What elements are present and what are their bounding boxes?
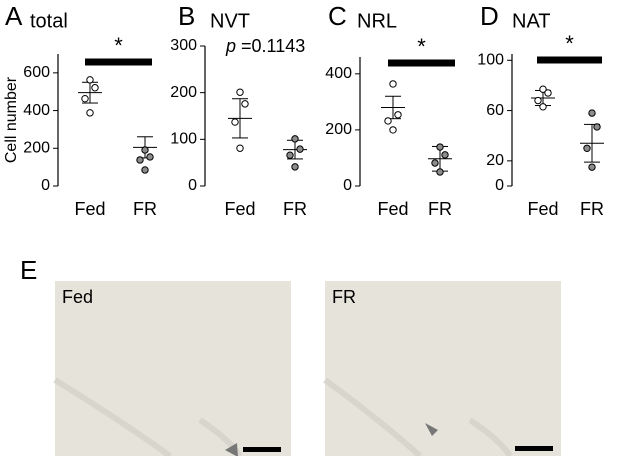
tissue-texture xyxy=(323,377,513,456)
data-point xyxy=(296,145,304,153)
x-tick-label: FR xyxy=(133,199,157,219)
data-point xyxy=(146,153,154,161)
micrograph xyxy=(55,281,291,456)
image-label: FR xyxy=(332,287,356,307)
y-tick-label: 200 xyxy=(170,84,197,101)
x-tick-label: FR xyxy=(580,199,604,219)
x-tick-label: Fed xyxy=(224,199,255,219)
data-point xyxy=(436,143,444,151)
y-tick-label: 0 xyxy=(41,177,50,194)
data-point xyxy=(593,123,601,131)
data-point xyxy=(291,135,299,143)
panel-label: C xyxy=(328,1,347,31)
data-point xyxy=(136,156,144,164)
image-label: Fed xyxy=(62,287,93,307)
data-point xyxy=(539,85,547,93)
y-tick-label: 400 xyxy=(325,65,352,82)
data-point xyxy=(141,166,149,174)
y-tick-label: 200 xyxy=(325,121,352,138)
significance-mark: * xyxy=(565,31,574,56)
data-point xyxy=(291,163,299,171)
data-point xyxy=(384,117,392,125)
data-point xyxy=(431,159,439,167)
data-point xyxy=(588,109,596,117)
panel-label: B xyxy=(178,1,195,31)
y-tick-label: 0 xyxy=(188,177,197,194)
scale-bar xyxy=(243,447,281,452)
x-tick-label: FR xyxy=(428,199,452,219)
data-point xyxy=(539,103,547,111)
p-value-text: =0.1143 xyxy=(236,36,305,56)
data-point xyxy=(441,151,449,159)
data-point xyxy=(81,94,89,103)
y-tick-label: 60 xyxy=(486,102,504,119)
data-point xyxy=(236,88,244,96)
significance-mark: * xyxy=(417,34,426,59)
data-point xyxy=(583,144,591,152)
y-tick-label: 400 xyxy=(23,102,50,119)
data-point xyxy=(141,146,149,154)
y-tick-label: 100 xyxy=(477,52,504,69)
x-tick-label: Fed xyxy=(527,199,558,219)
data-point xyxy=(389,126,397,134)
tissue-texture xyxy=(53,377,243,456)
x-tick-label: Fed xyxy=(377,199,408,219)
p-symbol: p xyxy=(225,36,236,56)
chart-title: NVT xyxy=(210,10,250,32)
data-point xyxy=(231,118,239,126)
panel-label: D xyxy=(480,1,499,31)
y-tick-label: 200 xyxy=(23,140,50,157)
chart-title: NRL xyxy=(357,10,397,32)
scale-bar xyxy=(515,446,553,451)
data-point xyxy=(236,144,244,152)
data-point xyxy=(389,80,397,88)
panel-label: A xyxy=(5,1,23,31)
y-tick-label: 300 xyxy=(170,37,197,54)
y-tick-label: 0 xyxy=(343,177,352,194)
y-tick-label: 100 xyxy=(170,131,197,148)
arrowhead xyxy=(225,443,238,456)
data-point xyxy=(544,89,552,97)
data-point xyxy=(436,168,444,176)
data-point xyxy=(588,163,596,171)
significance-mark: * xyxy=(114,33,123,58)
data-point xyxy=(394,111,402,119)
y-tick-label: 20 xyxy=(486,152,504,169)
y-axis-label: Cell number xyxy=(3,76,20,163)
x-tick-label: FR xyxy=(283,199,307,219)
data-point xyxy=(91,84,99,92)
panel-label: E xyxy=(20,255,37,285)
data-point xyxy=(241,100,249,108)
p-value: p =0.1143 xyxy=(225,36,305,56)
chart-title: NAT xyxy=(512,10,551,32)
data-point xyxy=(86,109,94,117)
chart-title: total xyxy=(30,10,68,32)
data-point xyxy=(286,151,294,159)
data-point xyxy=(534,96,542,105)
y-tick-label: 0 xyxy=(495,177,504,194)
y-tick-label: 600 xyxy=(23,64,50,81)
arrowhead xyxy=(425,423,438,436)
x-tick-label: Fed xyxy=(74,199,105,219)
micrograph xyxy=(325,281,561,456)
data-point xyxy=(86,76,94,84)
